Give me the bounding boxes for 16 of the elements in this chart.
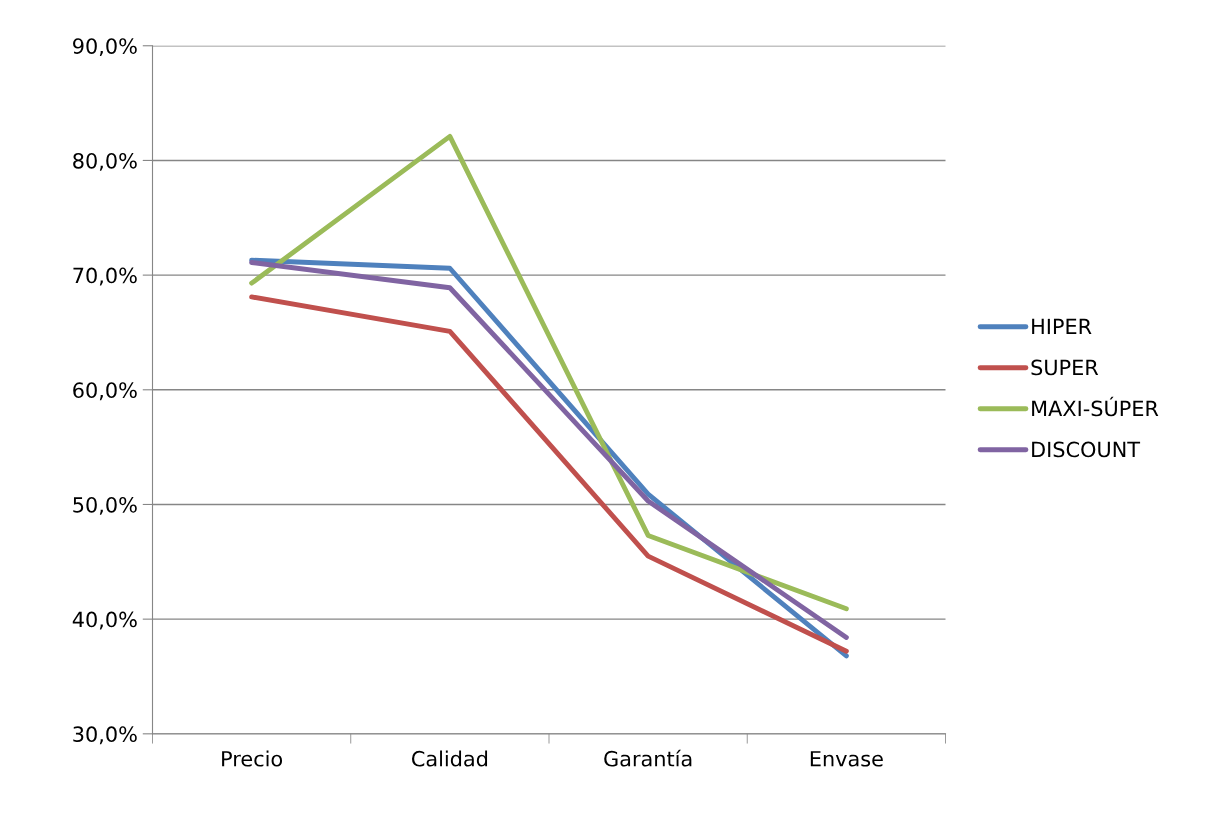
y-tick-label: 70,0%: [73, 267, 137, 286]
legend-label: HIPER: [1032, 318, 1092, 335]
y-tick-label: 30,0%: [73, 726, 137, 745]
line-series: [249, 133, 849, 612]
y-tick-label: 90,0%: [73, 38, 137, 57]
x-tick-label: Envase: [810, 751, 883, 767]
x-tick-label: Calidad: [411, 750, 488, 767]
legend-label: SUPER: [1031, 359, 1099, 376]
x-tick-label: Garantía: [604, 749, 692, 767]
y-tick-label: 60,0%: [73, 382, 137, 401]
legend-label: MAXI-SÚPER: [1032, 396, 1159, 417]
y-tick-label: 80,0%: [73, 152, 137, 171]
y-tick-label: 50,0%: [73, 496, 137, 515]
y-tick-label: 40,0%: [72, 611, 137, 630]
legend-label: DISCOUNT: [1032, 441, 1141, 458]
x-tick-label: Precio: [222, 750, 283, 767]
